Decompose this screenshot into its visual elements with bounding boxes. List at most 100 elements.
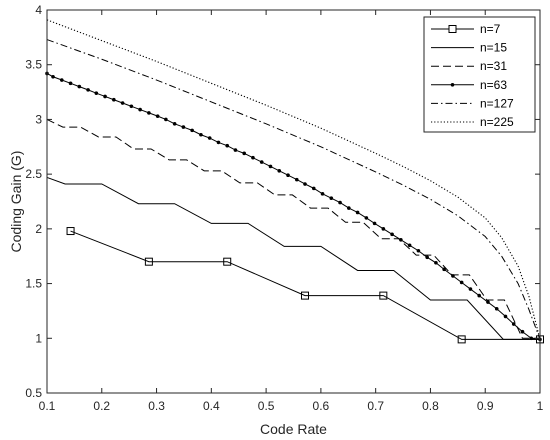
data-point-dot xyxy=(59,78,64,82)
legend-entry: n=31 xyxy=(431,59,507,73)
y-tick-label: 1 xyxy=(35,331,42,345)
legend-label: n=63 xyxy=(480,78,507,92)
data-point-dot xyxy=(242,151,246,156)
x-tick-label: 1 xyxy=(537,399,544,413)
data-point-dot xyxy=(399,238,403,242)
data-point-dot xyxy=(425,255,429,260)
y-tick-label: 3.5 xyxy=(25,58,42,72)
data-point-dot xyxy=(155,114,160,118)
data-point-dot xyxy=(381,227,386,231)
data-point-dot xyxy=(372,221,377,226)
data-point-dot xyxy=(468,287,473,291)
legend-label: n=15 xyxy=(480,41,507,55)
data-point-dot xyxy=(329,196,334,201)
data-point-dot xyxy=(259,160,264,164)
data-point-dot xyxy=(486,300,490,304)
series-layer xyxy=(45,19,544,344)
data-point-dot xyxy=(286,173,290,178)
x-tick-label: 0.3 xyxy=(148,399,165,413)
data-point-square xyxy=(457,335,466,344)
data-point-dot xyxy=(207,136,212,140)
data-point-dot xyxy=(416,248,421,253)
data-point-dot xyxy=(233,148,238,152)
y-tick-label: 2 xyxy=(35,222,42,236)
data-point-dot xyxy=(120,101,125,105)
x-tick-label: 0.6 xyxy=(313,399,330,413)
x-tick-label: 0.2 xyxy=(93,399,110,413)
data-point-dot xyxy=(355,210,360,215)
x-tick-label: 0.9 xyxy=(477,399,494,413)
x-tick-label: 0.5 xyxy=(258,399,275,413)
data-point-dot xyxy=(477,293,481,298)
data-point-dot xyxy=(86,88,90,92)
y-tick-label: 0.5 xyxy=(25,386,42,400)
x-tick-label: 0.4 xyxy=(203,399,220,413)
data-point-dot xyxy=(311,186,316,191)
data-point-dot xyxy=(199,132,203,137)
data-point-dot xyxy=(112,97,116,102)
series-line xyxy=(46,118,540,339)
data-point-dot xyxy=(94,91,99,95)
legend-entry: n=127 xyxy=(431,96,514,110)
data-point-dot xyxy=(511,322,516,326)
series-line xyxy=(70,230,540,340)
y-tick-label: 4 xyxy=(35,3,42,17)
data-point-dot xyxy=(172,122,177,126)
data-point-dot xyxy=(529,336,534,341)
legend-label: n=127 xyxy=(480,96,514,110)
series-line xyxy=(46,176,540,340)
data-point-dot xyxy=(390,232,394,237)
data-point-dot xyxy=(129,104,134,109)
x-tick-label: 0.8 xyxy=(422,399,439,413)
data-point-dot xyxy=(303,182,307,186)
series-n-15 xyxy=(46,176,540,340)
data-point-dot xyxy=(451,274,455,278)
data-point-square xyxy=(223,257,232,266)
data-point-dot xyxy=(277,169,282,173)
legend-label: n=7 xyxy=(480,22,501,36)
data-point-dot xyxy=(138,107,142,112)
legend-box xyxy=(423,16,536,133)
data-point-square xyxy=(66,227,75,236)
data-point-dot xyxy=(459,280,464,285)
plot-frame xyxy=(46,9,541,394)
data-point-dot xyxy=(216,140,221,145)
data-point-dot xyxy=(434,260,438,265)
ticks-layer: 0.1 0.2 0.3 0.4 0.5 0.6 0.7 0.8 0.9 1 0.5 1 1.5 2 2.5 3… xyxy=(25,3,543,413)
y-tick-label: 2.5 xyxy=(25,167,42,181)
legend-marker-dot xyxy=(450,83,455,87)
legend-entry: n=63 xyxy=(431,78,507,92)
data-point-dot xyxy=(442,267,446,272)
data-point-dot xyxy=(520,329,525,334)
legend-entry: n=225 xyxy=(431,115,514,129)
data-point-dot xyxy=(190,128,194,133)
legend-entry: n=15 xyxy=(431,41,507,55)
data-point-dot xyxy=(225,143,230,148)
data-point-dot xyxy=(503,314,508,319)
data-point-dot xyxy=(181,125,186,129)
legend: n=7 n=15 n=31 n=63 n=127 n=225 xyxy=(423,16,536,133)
y-axis-label: Coding Gain (G) xyxy=(8,151,24,253)
data-point-dot xyxy=(164,117,168,122)
legend-marker-square xyxy=(448,25,457,33)
series-n-127 xyxy=(46,39,541,340)
data-point-dot xyxy=(320,192,325,196)
data-point-dot xyxy=(147,111,151,115)
legend-label: n=31 xyxy=(480,59,507,73)
data-point-square xyxy=(379,291,388,300)
legend-entry: n=7 xyxy=(431,22,501,36)
data-point-dot xyxy=(268,164,273,169)
series-line xyxy=(46,39,541,340)
data-point-dot xyxy=(103,94,107,99)
data-point-dot xyxy=(294,177,299,182)
x-tick-label: 0.7 xyxy=(367,399,384,413)
data-point-dot xyxy=(338,200,342,205)
series-line xyxy=(46,73,541,340)
legend-label: n=225 xyxy=(480,115,514,129)
x-axis-label: Code Rate xyxy=(260,421,327,437)
data-point-square xyxy=(144,257,153,266)
data-point-square xyxy=(301,291,310,300)
y-tick-label: 3 xyxy=(35,112,42,126)
y-tick-label: 1.5 xyxy=(25,277,42,291)
x-tick-label: 0.1 xyxy=(39,399,56,413)
